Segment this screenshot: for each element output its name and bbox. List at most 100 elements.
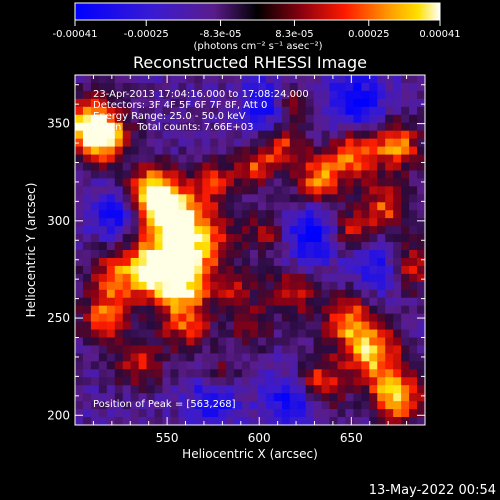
heatmap-cell (305, 257, 315, 267)
heatmap-cell (146, 194, 156, 203)
heatmap-cell (250, 377, 259, 386)
heatmap-cell (377, 250, 386, 259)
heatmap-cell (393, 393, 402, 402)
heatmap-cell (218, 250, 227, 259)
heatmap-cell (202, 297, 211, 307)
heatmap-cell (154, 313, 164, 323)
heatmap-cell (202, 250, 211, 259)
heatmap-cell (122, 409, 132, 418)
heatmap-cell (218, 409, 227, 418)
heatmap-cell (90, 313, 100, 323)
heatmap-cell (162, 369, 172, 378)
heatmap-cell (385, 242, 394, 251)
heatmap-cell (226, 75, 235, 84)
heatmap-cell (321, 361, 331, 370)
heatmap-cell (194, 361, 203, 370)
heatmap-cell (313, 75, 323, 84)
heatmap-cell (98, 122, 108, 132)
heatmap-cell (90, 210, 100, 219)
heatmap-cell (361, 297, 370, 307)
heatmap-cell (138, 154, 148, 164)
heatmap-cell (178, 75, 187, 84)
heatmap-cell (250, 210, 259, 219)
heatmap-cell (250, 234, 259, 243)
heatmap-cell (130, 114, 140, 124)
heatmap-cell (226, 210, 235, 219)
heatmap-cell (353, 289, 362, 299)
heatmap-cell (385, 106, 394, 116)
heatmap-cell (369, 369, 378, 378)
heatmap-cell (218, 226, 227, 235)
heatmap-cell (98, 210, 108, 219)
heatmap-cell (265, 305, 275, 315)
heatmap-cell (417, 377, 425, 386)
heatmap-cell (297, 273, 307, 283)
heatmap-cell (369, 305, 378, 315)
heatmap-cell (234, 242, 243, 251)
heatmap-cell (154, 75, 164, 84)
heatmap-cell (393, 337, 402, 347)
heatmap-cell (75, 170, 84, 179)
heatmap-cell (82, 98, 92, 108)
heatmap-cell (90, 138, 100, 148)
heatmap-cell (170, 385, 179, 394)
heatmap-cell (75, 281, 84, 291)
heatmap-cell (361, 257, 370, 267)
heatmap-cell (242, 313, 251, 323)
heatmap-cell (138, 337, 148, 347)
heatmap-cell (170, 281, 179, 291)
heatmap-cell (297, 146, 307, 156)
heatmap-cell (106, 329, 116, 339)
heatmap-cell (162, 393, 172, 402)
heatmap-cell (337, 345, 347, 354)
heatmap-cell (273, 242, 283, 251)
heatmap-cell (417, 305, 425, 315)
heatmap-cell (361, 401, 370, 410)
heatmap-cell (417, 417, 425, 425)
heatmap-cell (82, 122, 92, 132)
heatmap-cell (265, 178, 275, 187)
heatmap-cell (130, 313, 140, 323)
heatmap-cell (345, 114, 354, 124)
heatmap-cell (98, 305, 108, 315)
heatmap-cell (226, 313, 235, 323)
heatmap-cell (218, 90, 227, 100)
heatmap-cell (377, 417, 386, 425)
heatmap-cell (202, 242, 211, 251)
heatmap-cell (273, 154, 283, 164)
heatmap-cell (210, 250, 219, 259)
heatmap-cell (361, 226, 370, 235)
heatmap-cell (273, 361, 283, 370)
heatmap-cell (82, 186, 92, 195)
heatmap-cell (114, 337, 124, 347)
heatmap-cell (361, 393, 370, 402)
heatmap-cell (417, 281, 425, 291)
heatmap-cell (234, 218, 243, 227)
heatmap-cell (178, 289, 187, 299)
heatmap-cell (170, 337, 179, 347)
heatmap-cell (321, 154, 331, 164)
heatmap-cell (194, 82, 203, 92)
heatmap-cell (154, 130, 164, 140)
heatmap-cell (226, 194, 235, 203)
heatmap-cell (98, 250, 108, 259)
heatmap-cell (289, 106, 299, 116)
heatmap-cell (250, 369, 259, 378)
y-tick-label: 300 (47, 214, 70, 228)
heatmap-cell (321, 90, 331, 100)
heatmap-cell (329, 257, 339, 267)
heatmap-cell (321, 242, 331, 251)
heatmap-cell (353, 409, 362, 418)
heatmap-cell (210, 353, 219, 362)
heatmap-cell (106, 361, 116, 370)
heatmap-cell (194, 281, 203, 291)
heatmap-cell (106, 337, 116, 347)
heatmap-cell (393, 210, 402, 219)
footer-timestamp: 13-May-2022 00:54 (369, 483, 496, 498)
heatmap-cell (234, 138, 243, 148)
heatmap-cell (218, 178, 227, 187)
heatmap-cell (114, 393, 124, 402)
heatmap-cell (178, 170, 187, 179)
heatmap-cell (305, 385, 315, 394)
heatmap-cell (210, 90, 219, 100)
